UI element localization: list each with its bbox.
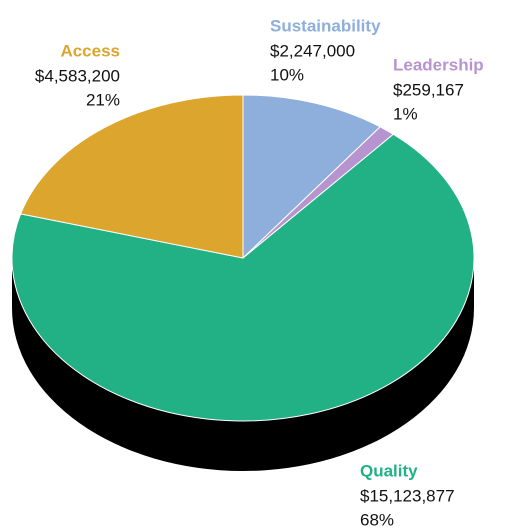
slice-value: $2,247,000	[270, 41, 355, 60]
slice-name: Leadership	[393, 55, 484, 74]
slice-percent: 1%	[393, 104, 418, 123]
slice-name: Sustainability	[270, 16, 381, 35]
slice-name: Quality	[360, 461, 418, 480]
slice-value: $259,167	[393, 80, 464, 99]
slice-value: $15,123,877	[360, 486, 455, 505]
pie-slice	[242, 94, 381, 260]
slice-percent: 10%	[270, 65, 304, 84]
pie-slice	[11, 133, 475, 422]
slice-percent: 21%	[86, 90, 120, 109]
pie-slice	[19, 94, 244, 259]
slice-value: $4,583,200	[35, 66, 120, 85]
slice-name: Access	[60, 41, 120, 60]
slice-percent: 68%	[360, 510, 394, 529]
